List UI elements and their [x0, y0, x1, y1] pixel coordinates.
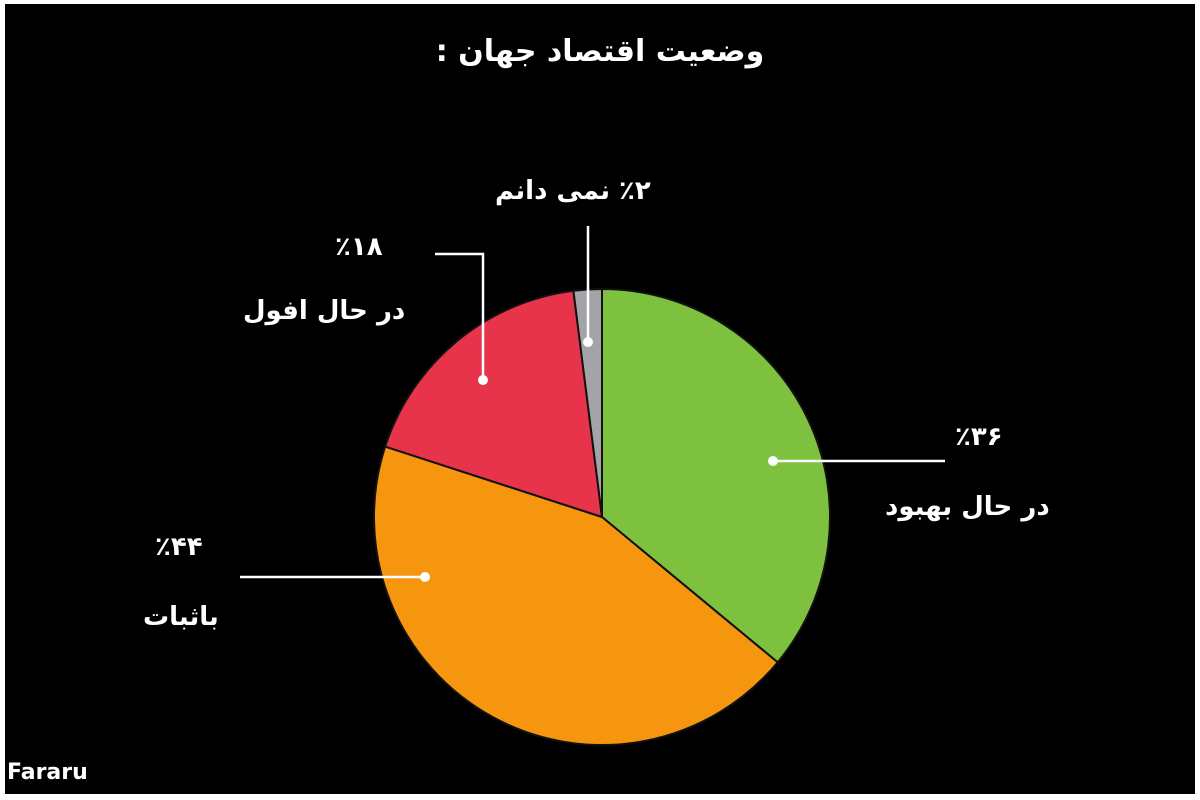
slice-name-label-improving: در حال بهبود [885, 492, 1050, 522]
leader-dot-declining [478, 375, 488, 385]
slice-value-label-dont-know: ٪۲ [619, 176, 651, 206]
pie-chart [240, 226, 945, 746]
chart-panel: وضعیت اقتصاد جهان : ٪۳۶ در حال بهبود ٪۴۴… [5, 4, 1195, 794]
slice-name-label-stable: باثبات [143, 602, 219, 632]
pie-slice-stable [373, 445, 780, 746]
leader-dot-improving [768, 456, 778, 466]
leader-dot-dont-know [583, 337, 593, 347]
slice-name-label-declining: در حال افول [243, 296, 406, 326]
slice-value-label-stable: ٪۴۴ [155, 532, 203, 562]
leader-lines [240, 226, 945, 582]
slice-value-label-improving: ٪۳۶ [955, 422, 1003, 452]
slice-name-label-dont-know: نمی دانم [495, 176, 610, 206]
pie-slices [373, 287, 831, 746]
pie-slice-declining [383, 289, 604, 519]
leader-line-declining [435, 252, 485, 380]
slice-label-dont-know: ٪۲ نمی دانم [495, 176, 651, 206]
watermark-logo: Fararu [7, 760, 88, 785]
pie-slice-improving [601, 287, 831, 664]
leader-dot-stable [420, 572, 430, 582]
slice-value-label-declining: ٪۱۸ [335, 232, 383, 262]
chart-title: وضعیت اقتصاد جهان : [435, 34, 765, 69]
